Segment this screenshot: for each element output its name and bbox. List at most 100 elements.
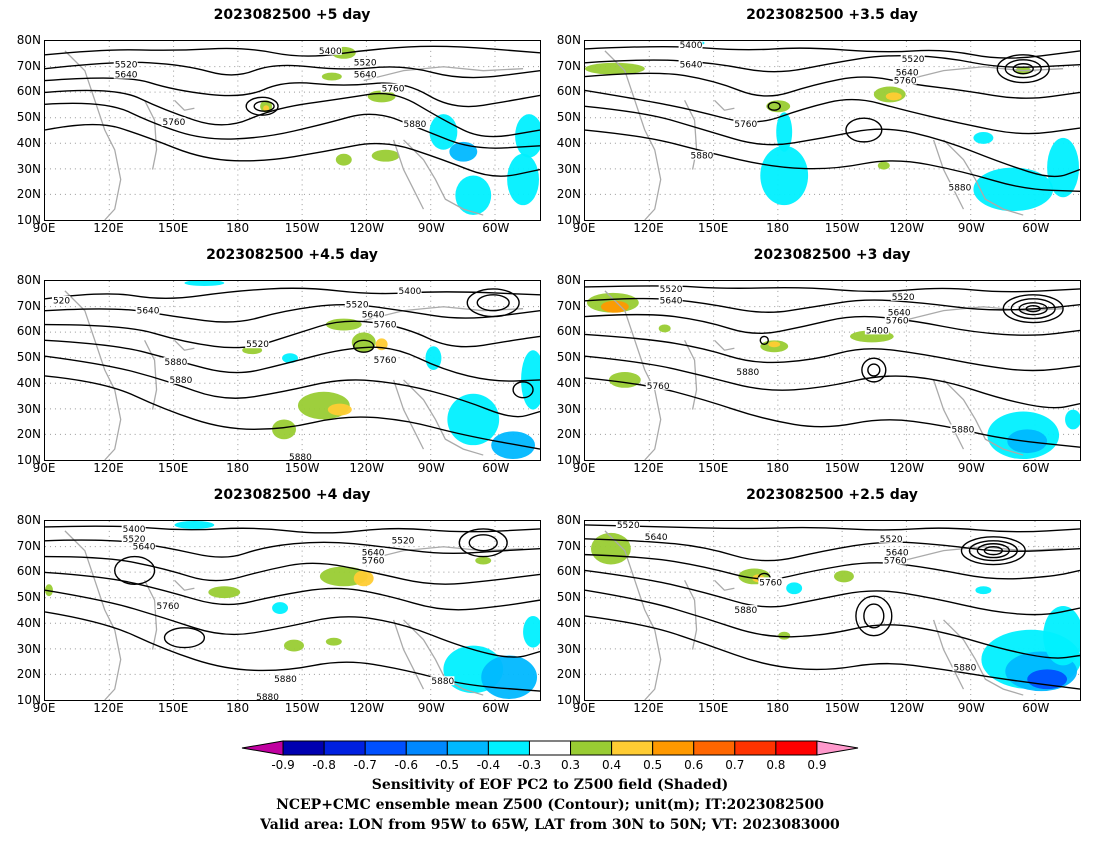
lon-label: 120W: [349, 701, 385, 715]
contour-label-bg: [890, 291, 915, 301]
closed-contour: [1018, 302, 1048, 316]
contour-line: [585, 589, 1080, 659]
closed-contour: [845, 117, 883, 143]
coastline: [604, 290, 662, 460]
contour-label: 5640: [137, 307, 160, 317]
contour-label-bg: [344, 299, 369, 309]
contour-label-bg: [894, 67, 919, 77]
colorbar-swatch: [364, 740, 407, 756]
contour-line: [45, 61, 540, 79]
colorbar-swatch: [734, 740, 777, 756]
closed-contour: [861, 357, 887, 383]
coastline: [903, 546, 1064, 562]
coastline: [64, 290, 122, 460]
contour-label-bg: [121, 533, 146, 543]
contour-label-bg: [113, 59, 138, 69]
lon-label: 150E: [697, 221, 729, 235]
contour-label-bg: [658, 295, 683, 305]
contour-line: [45, 320, 540, 349]
colorbar-tick-label: -0.7: [353, 758, 376, 772]
contour-label: 5880: [256, 693, 279, 700]
coastline: [903, 66, 1064, 82]
contour-label: 5520: [880, 535, 903, 545]
shading-blob: [1065, 409, 1080, 430]
contour-label-bg: [864, 325, 889, 335]
lat-label: 40N: [556, 135, 581, 150]
lon-label: 150E: [697, 461, 729, 475]
contour-label-bg: [360, 555, 385, 565]
coastline: [943, 379, 1024, 456]
coastline: [392, 619, 425, 690]
contour-line: [45, 89, 540, 138]
contour-line: [45, 45, 540, 57]
lat-label: 10N: [556, 213, 581, 227]
footer-line-3: Valid area: LON from 95W to 65W, LAT fro…: [260, 817, 840, 833]
shading-blob: [1047, 137, 1080, 198]
contour-label-bg: [397, 285, 422, 295]
shading-blob: [877, 161, 890, 170]
contour-label: 5640: [886, 549, 909, 559]
shading-blob: [766, 100, 791, 113]
closed-contour: [245, 96, 279, 116]
contour-label: 5760: [886, 317, 909, 327]
closed-contour: [855, 595, 893, 637]
contour-label: 5760: [647, 382, 670, 392]
contour-label-bg: [678, 41, 703, 49]
lat-label: 70N: [556, 538, 581, 553]
contour-label-bg: [643, 531, 668, 541]
contour-label-bg: [360, 309, 385, 319]
closed-contour: [1002, 294, 1064, 324]
contour-line: [585, 538, 1080, 562]
closed-contour: [253, 100, 275, 112]
closed-contour: [476, 294, 510, 312]
map-panel-plus3-day: 5520 5640 5520 5640 5760 5400 5760 5880 5880: [584, 280, 1081, 461]
coastline: [174, 339, 195, 351]
colorbar-swatch: [570, 740, 613, 756]
lat-label: 70N: [16, 58, 41, 73]
contour-line: [585, 333, 1080, 372]
contour-label-bg: [733, 119, 758, 129]
shading-blob: [833, 570, 854, 583]
lat-label: 30N: [556, 401, 581, 416]
colorbar-tick-label: -0.6: [395, 758, 418, 772]
contour-label: 5400: [123, 525, 146, 535]
contour-label: 5520: [123, 535, 146, 545]
lon-label: 60W: [1022, 221, 1050, 235]
shading-blob: [335, 153, 352, 166]
lat-label: 20N: [16, 667, 41, 682]
contour-label: 5640: [680, 61, 703, 71]
lat-label: 30N: [556, 161, 581, 176]
lon-label: 90W: [417, 461, 445, 475]
shading-blob: [272, 602, 289, 614]
contour-label-bg: [430, 676, 455, 686]
closed-contour: [512, 381, 534, 399]
coastline: [943, 139, 1024, 216]
contour-label-bg: [121, 523, 146, 533]
coastline: [174, 99, 195, 111]
contour-label-bg: [947, 182, 972, 192]
panel-title-3: 2023082500 +4.5 day: [206, 247, 378, 263]
lon-label: 150E: [697, 701, 729, 715]
closed-contour: [863, 603, 885, 629]
lon-label: 150W: [824, 701, 860, 715]
lon-label: 150W: [284, 701, 320, 715]
shading-blob: [778, 631, 791, 640]
lon-label: 60W: [1022, 701, 1050, 715]
panel-title-6: 2023082500 +2.5 day: [746, 487, 918, 503]
coastline: [932, 619, 965, 690]
lat-label: 70N: [556, 298, 581, 313]
contour-label-bg: [380, 83, 405, 93]
closed-contour: [976, 543, 1010, 559]
shading-blob: [325, 637, 342, 646]
coastline: [403, 619, 484, 696]
lon-label: 60W: [482, 701, 510, 715]
contour-label-bg: [882, 555, 907, 565]
coastline: [64, 50, 122, 220]
contour-label-bg: [900, 53, 925, 63]
lat-label: 20N: [16, 427, 41, 442]
lat-label: 50N: [16, 110, 41, 125]
contour-label-bg: [255, 692, 280, 700]
closed-contour: [1025, 305, 1041, 313]
contour-label-bg: [952, 662, 977, 672]
coastline: [932, 139, 965, 210]
